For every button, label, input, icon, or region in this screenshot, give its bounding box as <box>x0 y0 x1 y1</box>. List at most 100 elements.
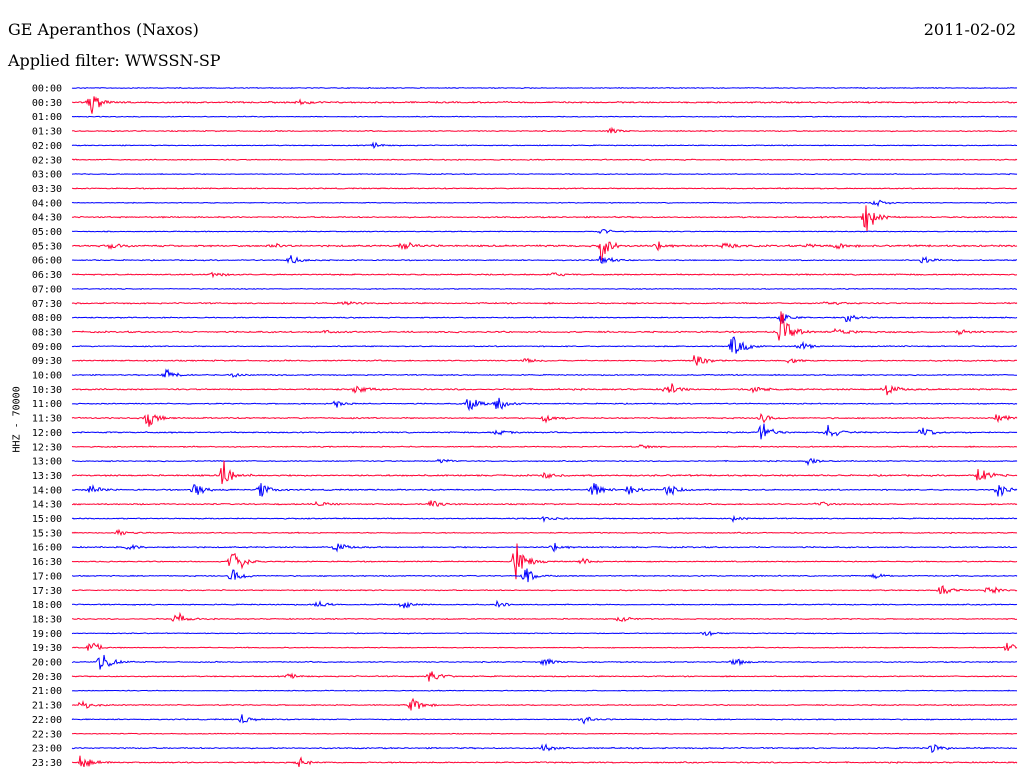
trace-line-1130 <box>71 413 1018 427</box>
record-date: 2011-02-02 <box>923 20 1016 39</box>
time-tick-label: 12:00 <box>32 428 62 439</box>
time-tick-label: 23:30 <box>32 758 62 769</box>
time-tick-label: 15:30 <box>32 528 62 539</box>
trace-line-0500 <box>71 228 1018 235</box>
trace-line-0030 <box>72 96 1018 114</box>
trace-line-0400 <box>71 199 1018 208</box>
time-tick-label: 17:00 <box>32 571 62 582</box>
trace-line-0230 <box>71 158 1018 161</box>
trace-line-1730 <box>71 585 1018 595</box>
time-tick-label: 16:30 <box>32 557 62 568</box>
trace-line-1630 <box>71 543 1018 580</box>
time-tick-label: 22:30 <box>32 729 62 740</box>
time-tick-label: 10:00 <box>32 371 62 382</box>
time-tick-label: 13:00 <box>32 457 62 468</box>
trace-line-0830 <box>72 311 1018 341</box>
time-tick-label: 17:30 <box>32 586 62 597</box>
trace-line-2300 <box>71 743 1018 754</box>
time-tick-label: 20:00 <box>32 658 62 669</box>
time-tick-label: 11:30 <box>32 414 62 425</box>
trace-line-2030 <box>71 671 1018 682</box>
filter-label: Applied filter: WWSSN-SP <box>8 51 221 70</box>
time-tick-label: 19:30 <box>32 643 62 654</box>
time-tick-label: 03:00 <box>32 170 62 181</box>
trace-line-2000 <box>71 654 1017 670</box>
trace-line-1300 <box>71 457 1018 467</box>
time-tick-label: 15:00 <box>32 514 62 525</box>
time-tick-label: 14:30 <box>32 500 62 511</box>
time-tick-label: 21:00 <box>32 686 62 697</box>
trace-line-1000 <box>71 368 1017 378</box>
time-tick-label: 23:00 <box>32 744 62 755</box>
trace-line-0900 <box>71 336 1018 354</box>
trace-line-2230 <box>71 732 1018 735</box>
time-tick-label: 07:30 <box>32 299 62 310</box>
time-tick-label: 06:00 <box>32 256 62 267</box>
time-tick-label: 03:30 <box>32 184 62 195</box>
trace-line-2130 <box>72 697 1018 711</box>
time-tick-label: 08:00 <box>32 313 62 324</box>
station-title: GE Aperanthos (Naxos) <box>8 20 199 39</box>
time-tick-label: 18:30 <box>32 614 62 625</box>
trace-line-1230 <box>71 444 1018 450</box>
time-tick-label: 13:30 <box>32 471 62 482</box>
trace-line-0530 <box>71 241 1018 263</box>
time-tick-label: 06:30 <box>32 270 62 281</box>
time-tick-label: 14:00 <box>32 485 62 496</box>
trace-line-1100 <box>71 397 1018 412</box>
time-tick-label: 19:00 <box>32 629 62 640</box>
trace-line-0730 <box>71 300 1018 306</box>
trace-line-0600 <box>71 255 1018 265</box>
time-tick-label: 04:00 <box>32 198 62 209</box>
trace-line-1600 <box>71 542 1018 553</box>
trace-line-0800 <box>71 314 1018 323</box>
trace-line-1700 <box>71 568 1018 583</box>
trace-line-1430 <box>71 500 1018 507</box>
time-tick-label: 02:30 <box>32 155 62 166</box>
trace-line-0100 <box>71 115 1018 118</box>
trace-line-0330 <box>71 187 1018 190</box>
time-tick-label: 20:30 <box>32 672 62 683</box>
time-tick-label: 04:30 <box>32 213 62 224</box>
trace-line-0130 <box>71 126 1018 134</box>
time-tick-label: 18:00 <box>32 600 62 611</box>
time-tick-label: 10:30 <box>32 385 62 396</box>
trace-line-1800 <box>71 599 1018 609</box>
time-tick-label: 16:00 <box>32 543 62 554</box>
trace-line-1330 <box>71 460 1018 485</box>
time-tick-label: 00:00 <box>32 84 62 95</box>
trace-line-1400 <box>71 483 1018 497</box>
trace-line-1900 <box>71 630 1018 637</box>
trace-line-1930 <box>71 642 1018 652</box>
time-tick-label: 02:00 <box>32 141 62 152</box>
trace-line-0630 <box>71 271 1018 279</box>
trace-line-1030 <box>71 383 1018 396</box>
trace-line-0300 <box>71 172 1018 176</box>
time-tick-label: 12:30 <box>32 442 62 453</box>
trace-line-0930 <box>71 355 1018 366</box>
trace-line-1200 <box>71 423 1018 440</box>
trace-line-0200 <box>71 141 1018 150</box>
trace-line-0000 <box>71 86 1018 90</box>
time-tick-label: 09:30 <box>32 356 62 367</box>
trace-line-1830 <box>71 611 1018 623</box>
time-tick-label: 05:30 <box>32 241 62 252</box>
trace-line-0430 <box>71 205 1018 232</box>
trace-line-0700 <box>71 287 1017 291</box>
time-tick-label: 21:30 <box>32 701 62 712</box>
trace-line-1500 <box>71 514 1018 524</box>
time-tick-label: 01:30 <box>32 127 62 138</box>
time-tick-label: 08:30 <box>32 327 62 338</box>
time-tick-label: 07:00 <box>32 284 62 295</box>
time-tick-label: 09:00 <box>32 342 62 353</box>
time-tick-label: 22:00 <box>32 715 62 726</box>
trace-line-2100 <box>71 689 1018 692</box>
trace-line-2330 <box>71 755 1018 768</box>
trace-line-2200 <box>71 714 1018 725</box>
time-tick-label: 01:00 <box>32 112 62 123</box>
time-tick-label: 11:00 <box>32 399 62 410</box>
time-tick-label: 05:00 <box>32 227 62 238</box>
trace-line-1530 <box>71 528 1018 537</box>
time-tick-label: 00:30 <box>32 98 62 109</box>
